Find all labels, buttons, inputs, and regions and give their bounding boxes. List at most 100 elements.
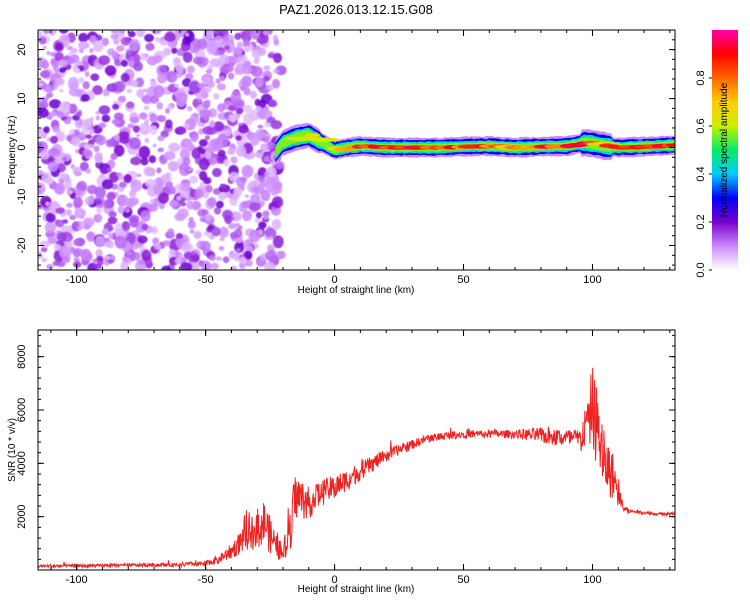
noise-blob bbox=[38, 82, 44, 87]
spectrogram-y-tick-label: -20 bbox=[16, 238, 28, 254]
noise-blob bbox=[96, 207, 102, 214]
noise-blob bbox=[57, 59, 69, 68]
noise-blob bbox=[156, 102, 164, 110]
snr-panel: -100 -50 0 50 100 2000 4000 6000 8000 Height of … bbox=[7, 329, 676, 595]
noise-blob bbox=[50, 135, 58, 144]
noise-blob bbox=[161, 173, 172, 183]
noise-blob bbox=[157, 147, 165, 153]
noise-blob bbox=[219, 183, 226, 188]
noise-blob bbox=[73, 129, 80, 136]
noise-blob bbox=[273, 69, 280, 74]
noise-blob bbox=[115, 81, 126, 92]
noise-blob bbox=[46, 92, 54, 98]
colorbar-tick-label: 0.0 bbox=[695, 262, 707, 277]
noise-blob bbox=[210, 157, 217, 166]
noise-blob bbox=[194, 188, 204, 199]
noise-blob bbox=[159, 65, 167, 73]
noise-blob bbox=[54, 51, 64, 62]
noise-blob bbox=[214, 61, 224, 68]
snr-y-tick-label: 2000 bbox=[16, 504, 28, 528]
snr-ticks: -100 -50 0 50 100 2000 4000 6000 8000 bbox=[16, 330, 675, 586]
noise-blob bbox=[144, 118, 150, 125]
noise-blob bbox=[179, 148, 191, 160]
noise-blob bbox=[174, 126, 187, 135]
noise-blob bbox=[141, 249, 152, 262]
noise-blob bbox=[169, 248, 176, 256]
noise-blob bbox=[187, 220, 196, 229]
noise-blob bbox=[204, 87, 212, 93]
signal-track bbox=[275, 123, 675, 165]
noise-blob bbox=[249, 90, 257, 100]
noise-blob bbox=[184, 32, 190, 37]
spectrogram-y-tick-label: -10 bbox=[16, 189, 28, 205]
noise-blob bbox=[102, 258, 108, 264]
noise-blob bbox=[264, 171, 270, 178]
noise-blob bbox=[257, 109, 267, 119]
noise-blob bbox=[240, 176, 248, 182]
noise-blob bbox=[75, 148, 80, 154]
noise-blob bbox=[169, 200, 179, 208]
noise-blob bbox=[64, 180, 72, 190]
noise-blob bbox=[112, 118, 121, 125]
noise-blob bbox=[265, 155, 270, 161]
noise-blob bbox=[275, 162, 284, 170]
noise-blob bbox=[243, 112, 255, 125]
noise-blob bbox=[164, 119, 173, 129]
noise-blob bbox=[244, 45, 251, 53]
noise-blob bbox=[199, 148, 206, 155]
noise-blob bbox=[180, 201, 187, 207]
noise-blob bbox=[217, 103, 226, 113]
noise-blob bbox=[181, 45, 188, 51]
noise-blob bbox=[117, 205, 125, 214]
noise-blob bbox=[256, 258, 265, 267]
snr-x-tick-label: 100 bbox=[583, 574, 601, 586]
spectrogram-x-tick-label: -100 bbox=[66, 274, 88, 286]
noise-blob bbox=[95, 115, 101, 121]
noise-blob bbox=[59, 178, 65, 184]
spectrogram-x-axis-label: Height of straight line (km) bbox=[298, 285, 415, 296]
noise-blob bbox=[153, 243, 162, 250]
noise-blob bbox=[143, 94, 150, 100]
noise-blob bbox=[92, 258, 99, 264]
noise-blob bbox=[260, 143, 269, 152]
noise-blob bbox=[112, 103, 120, 110]
noise-blob bbox=[144, 53, 149, 58]
spectrogram-y-tick-label: 20 bbox=[16, 43, 28, 55]
noise-blob bbox=[76, 180, 88, 192]
noise-blob bbox=[58, 101, 71, 114]
noise-blob bbox=[40, 247, 48, 253]
snr-frame bbox=[37, 329, 676, 571]
noise-blob bbox=[259, 181, 267, 188]
noise-blob bbox=[165, 107, 170, 114]
noise-blob bbox=[145, 42, 155, 51]
noise-blob bbox=[53, 243, 62, 251]
noise-blob bbox=[73, 257, 81, 263]
track-hotspot bbox=[665, 143, 675, 148]
noise-blob bbox=[137, 235, 148, 244]
noise-blob bbox=[73, 248, 81, 258]
noise-blob bbox=[47, 235, 57, 244]
noise-blob bbox=[79, 136, 86, 141]
noise-blob bbox=[149, 113, 158, 123]
noise-blob bbox=[236, 145, 247, 157]
noise-blob bbox=[235, 47, 244, 55]
noise-blob bbox=[107, 216, 118, 225]
noise-blob bbox=[126, 251, 133, 256]
noise-blob bbox=[230, 265, 237, 270]
noise-blob bbox=[52, 260, 60, 266]
noise-blob bbox=[89, 48, 94, 53]
noise-blob bbox=[187, 143, 195, 151]
noise-blob bbox=[59, 30, 69, 34]
noise-blob bbox=[215, 78, 221, 84]
noise-blob bbox=[235, 135, 242, 141]
noise-blob bbox=[94, 152, 103, 162]
noise-blob bbox=[258, 175, 266, 183]
noise-blob bbox=[235, 222, 240, 227]
snr-series-line bbox=[38, 367, 675, 570]
noise-blob bbox=[189, 45, 199, 54]
noise-blob bbox=[98, 122, 107, 129]
noise-blob bbox=[63, 118, 72, 125]
noise-blob bbox=[129, 217, 139, 228]
noise-blob bbox=[75, 112, 82, 118]
noise-blob bbox=[43, 126, 50, 134]
